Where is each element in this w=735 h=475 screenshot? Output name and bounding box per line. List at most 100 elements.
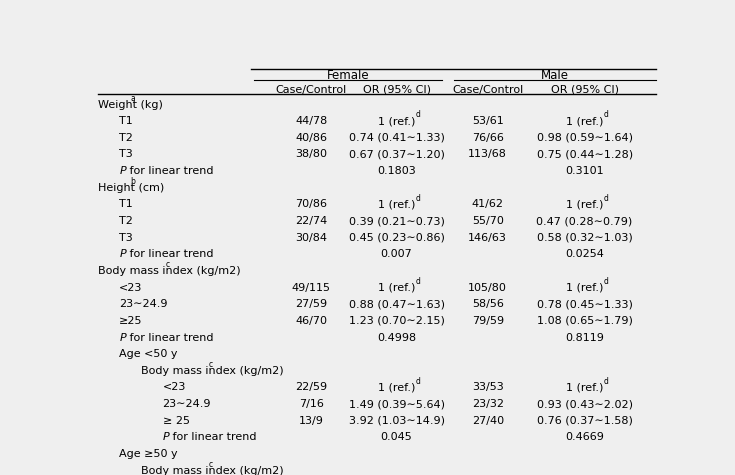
Text: Age ≥50 y: Age ≥50 y (119, 449, 178, 459)
Text: for linear trend: for linear trend (169, 432, 257, 442)
Text: 55/70: 55/70 (472, 216, 503, 226)
Text: 41/62: 41/62 (472, 200, 503, 209)
Text: ≥25: ≥25 (119, 316, 143, 326)
Text: P: P (162, 432, 169, 442)
Text: Case/Control: Case/Control (276, 85, 347, 95)
Text: T3: T3 (119, 233, 133, 243)
Text: 22/74: 22/74 (295, 216, 327, 226)
Text: T1: T1 (119, 116, 133, 126)
Text: 146/63: 146/63 (468, 233, 507, 243)
Text: Age <50 y: Age <50 y (119, 349, 178, 359)
Text: 1 (ref.): 1 (ref.) (378, 116, 415, 126)
Text: P: P (119, 332, 126, 342)
Text: 27/59: 27/59 (295, 299, 327, 309)
Text: Body mass index (kg/m2): Body mass index (kg/m2) (98, 266, 240, 276)
Text: 0.75 (0.44∼1.28): 0.75 (0.44∼1.28) (537, 150, 633, 160)
Text: 46/70: 46/70 (295, 316, 327, 326)
Text: 0.39 (0.21∼0.73): 0.39 (0.21∼0.73) (348, 216, 445, 226)
Text: ≥ 25: ≥ 25 (162, 416, 190, 426)
Text: 58/56: 58/56 (472, 299, 503, 309)
Text: P: P (119, 166, 126, 176)
Text: d: d (416, 377, 421, 386)
Text: Male: Male (541, 69, 569, 82)
Text: 22/59: 22/59 (295, 382, 327, 392)
Text: 3.92 (1.03∼14.9): 3.92 (1.03∼14.9) (348, 416, 445, 426)
Text: T1: T1 (119, 200, 133, 209)
Text: 0.0254: 0.0254 (565, 249, 604, 259)
Text: d: d (604, 194, 609, 202)
Text: 1.08 (0.65∼1.79): 1.08 (0.65∼1.79) (537, 316, 633, 326)
Text: 1 (ref.): 1 (ref.) (566, 283, 603, 293)
Text: 23∼24.9: 23∼24.9 (162, 399, 211, 409)
Text: 105/80: 105/80 (468, 283, 507, 293)
Text: Body mass index (kg/m2): Body mass index (kg/m2) (141, 366, 284, 376)
Text: d: d (416, 110, 421, 119)
Text: 1 (ref.): 1 (ref.) (378, 200, 415, 209)
Text: 23/32: 23/32 (472, 399, 503, 409)
Text: 0.93 (0.43∼2.02): 0.93 (0.43∼2.02) (537, 399, 633, 409)
Text: 0.007: 0.007 (381, 249, 412, 259)
Text: d: d (416, 194, 421, 202)
Text: c: c (209, 360, 213, 369)
Text: 1.23 (0.70∼2.15): 1.23 (0.70∼2.15) (348, 316, 445, 326)
Text: <23: <23 (162, 382, 186, 392)
Text: b: b (130, 177, 135, 186)
Text: OR (95% CI): OR (95% CI) (551, 85, 619, 95)
Text: 7/16: 7/16 (298, 399, 323, 409)
Text: 1 (ref.): 1 (ref.) (566, 200, 603, 209)
Text: for linear trend: for linear trend (126, 249, 214, 259)
Text: 0.58 (0.32∼1.03): 0.58 (0.32∼1.03) (537, 233, 633, 243)
Text: 0.76 (0.37∼1.58): 0.76 (0.37∼1.58) (537, 416, 633, 426)
Text: 33/53: 33/53 (472, 382, 503, 392)
Text: 0.045: 0.045 (381, 432, 412, 442)
Text: OR (95% CI): OR (95% CI) (362, 85, 431, 95)
Text: T2: T2 (119, 216, 133, 226)
Text: 30/84: 30/84 (295, 233, 327, 243)
Text: 49/115: 49/115 (292, 283, 331, 293)
Text: 0.74 (0.41∼1.33): 0.74 (0.41∼1.33) (348, 133, 445, 143)
Text: a: a (130, 94, 135, 103)
Text: 0.88 (0.47∼1.63): 0.88 (0.47∼1.63) (348, 299, 445, 309)
Text: <23: <23 (119, 283, 143, 293)
Text: 0.98 (0.59∼1.64): 0.98 (0.59∼1.64) (537, 133, 633, 143)
Text: 23∼24.9: 23∼24.9 (119, 299, 168, 309)
Text: d: d (604, 277, 609, 286)
Text: c: c (165, 260, 170, 269)
Text: 1 (ref.): 1 (ref.) (378, 382, 415, 392)
Text: 13/9: 13/9 (298, 416, 323, 426)
Text: d: d (416, 277, 421, 286)
Text: d: d (604, 110, 609, 119)
Text: Height (cm): Height (cm) (98, 183, 164, 193)
Text: 1.49 (0.39∼5.64): 1.49 (0.39∼5.64) (348, 399, 445, 409)
Text: 0.67 (0.37∼1.20): 0.67 (0.37∼1.20) (348, 150, 445, 160)
Text: 1 (ref.): 1 (ref.) (566, 382, 603, 392)
Text: for linear trend: for linear trend (126, 332, 214, 342)
Text: 0.8119: 0.8119 (565, 332, 604, 342)
Text: 0.4998: 0.4998 (377, 332, 416, 342)
Text: 27/40: 27/40 (472, 416, 503, 426)
Text: d: d (604, 377, 609, 386)
Text: 53/61: 53/61 (472, 116, 503, 126)
Text: 76/66: 76/66 (472, 133, 503, 143)
Text: 44/78: 44/78 (295, 116, 327, 126)
Text: P: P (119, 249, 126, 259)
Text: 0.45 (0.23∼0.86): 0.45 (0.23∼0.86) (348, 233, 445, 243)
Text: T2: T2 (119, 133, 133, 143)
Text: 40/86: 40/86 (295, 133, 327, 143)
Text: Weight (kg): Weight (kg) (98, 100, 162, 110)
Text: c: c (209, 460, 213, 469)
Text: 113/68: 113/68 (468, 150, 507, 160)
Text: 79/59: 79/59 (472, 316, 503, 326)
Text: 0.4669: 0.4669 (565, 432, 604, 442)
Text: 70/86: 70/86 (295, 200, 327, 209)
Text: for linear trend: for linear trend (126, 166, 214, 176)
Text: 1 (ref.): 1 (ref.) (378, 283, 415, 293)
Text: Case/Control: Case/Control (452, 85, 523, 95)
Text: 1 (ref.): 1 (ref.) (566, 116, 603, 126)
Text: 0.3101: 0.3101 (565, 166, 604, 176)
Text: 0.47 (0.28∼0.79): 0.47 (0.28∼0.79) (537, 216, 633, 226)
Text: 0.1803: 0.1803 (377, 166, 416, 176)
Text: T3: T3 (119, 150, 133, 160)
Text: 38/80: 38/80 (295, 150, 327, 160)
Text: 0.78 (0.45∼1.33): 0.78 (0.45∼1.33) (537, 299, 633, 309)
